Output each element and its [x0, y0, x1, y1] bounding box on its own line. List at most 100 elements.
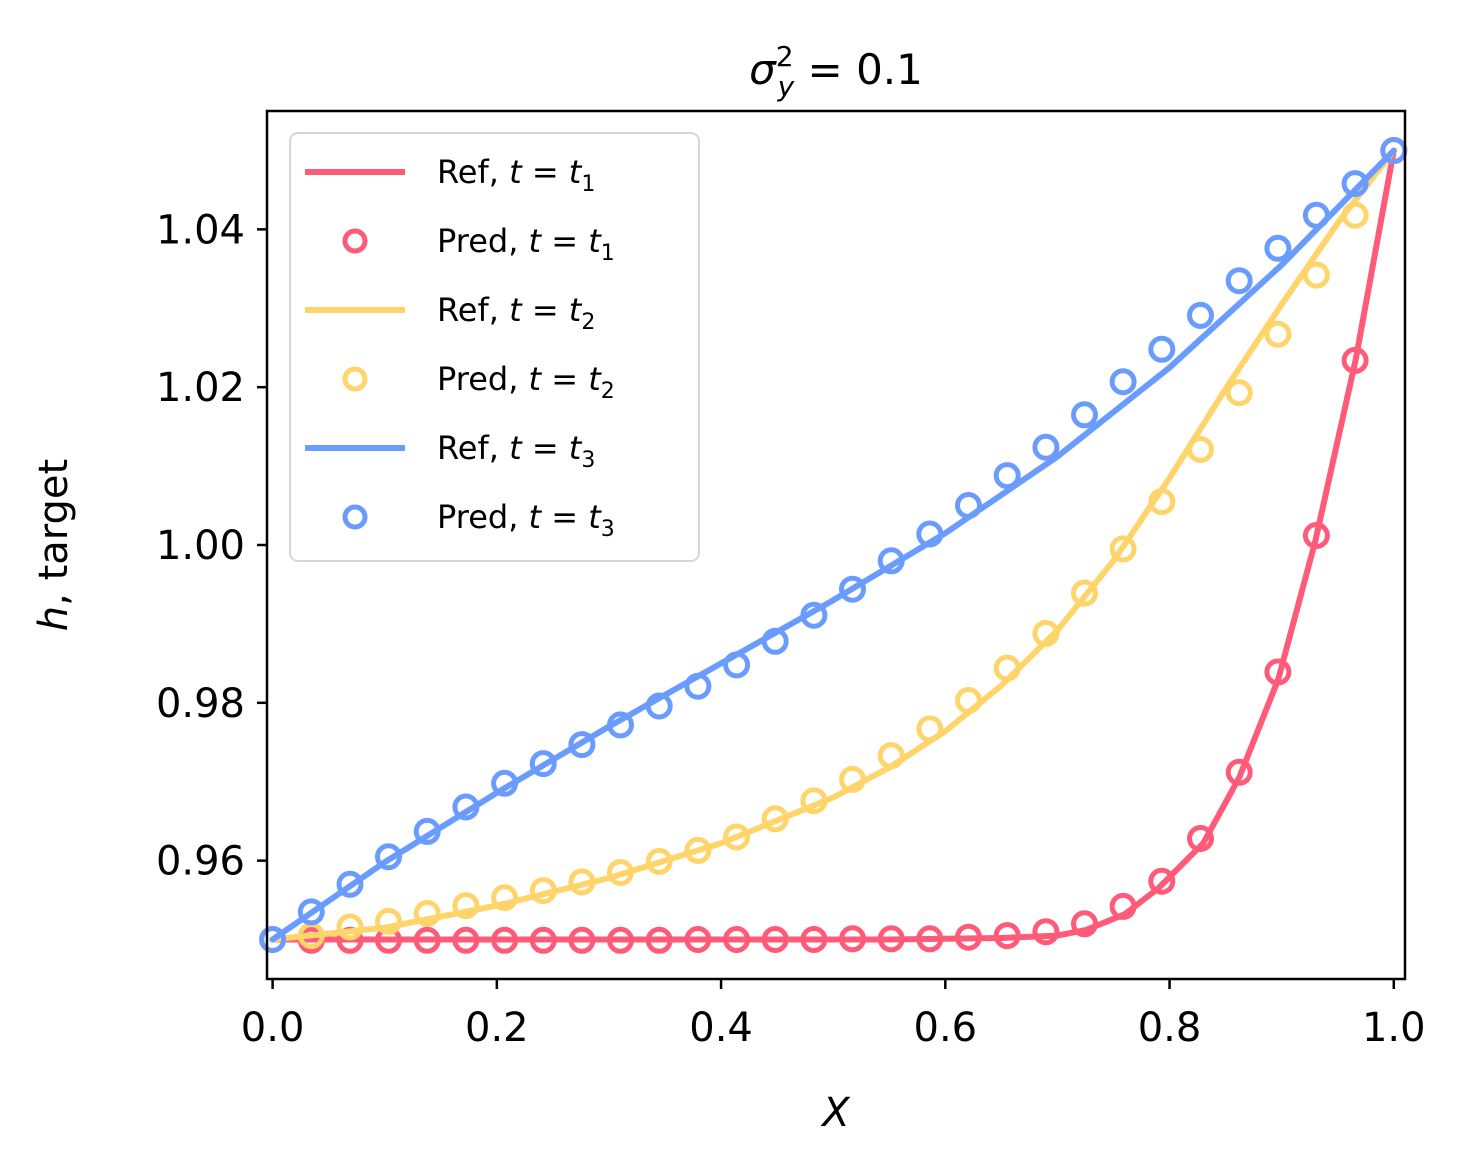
series-marker-6	[568, 731, 596, 759]
series-marker-6	[955, 492, 982, 519]
series-marker-6	[684, 672, 712, 700]
x-tick-label: 1.0	[1362, 1005, 1426, 1051]
x-tick-label: 0.4	[689, 1005, 753, 1051]
x-axis-label: X	[820, 1090, 851, 1136]
series-marker-6	[491, 769, 519, 797]
legend-label: Pred, t = t2	[437, 360, 615, 404]
series-marker-6	[1032, 433, 1060, 461]
x-tick-label: 0.2	[465, 1005, 529, 1051]
series-marker-6	[839, 575, 866, 603]
series-marker-4	[413, 900, 441, 927]
series-marker-4	[1341, 201, 1369, 229]
series-marker-6	[1341, 170, 1369, 198]
series-marker-2	[1109, 892, 1137, 920]
legend-box	[289, 132, 700, 562]
legend-label: Ref, t = t2	[437, 291, 595, 335]
series-marker-4	[1302, 261, 1330, 289]
series-marker-6	[375, 843, 402, 871]
x-tick-label: 0.6	[914, 1005, 978, 1051]
series-marker-2	[1302, 522, 1330, 549]
series-marker-2	[1071, 910, 1098, 938]
legend-marker-swatch	[342, 228, 368, 254]
series-marker-6	[336, 870, 364, 898]
x-tick-label: 0.0	[241, 1005, 305, 1051]
series-marker-6	[1109, 368, 1137, 396]
series-marker-2	[452, 926, 480, 954]
series-marker-4	[993, 654, 1021, 682]
series-marker-6	[645, 692, 673, 720]
series-marker-4	[568, 868, 596, 896]
series-marker-4	[723, 823, 751, 851]
series-marker-6	[1187, 301, 1214, 329]
series-marker-6	[1148, 335, 1176, 363]
series-marker-6	[1071, 401, 1098, 429]
series-marker-2	[491, 926, 519, 954]
series-marker-2	[1341, 346, 1369, 374]
series-marker-2	[645, 926, 673, 954]
series-marker-6	[413, 817, 441, 845]
series-marker-4	[800, 787, 828, 815]
series-marker-4	[1187, 436, 1214, 463]
legend-label: Pred, t = t1	[437, 222, 615, 266]
series-marker-4	[761, 805, 789, 833]
series-marker-6	[1264, 234, 1292, 262]
chart-title: σ2 y = 0.1	[749, 40, 923, 103]
series-marker-4	[684, 836, 712, 864]
series-marker-2	[1187, 825, 1214, 852]
y-axis-ticks: 0.96 0.98 1.00 1.02 1.04	[156, 207, 267, 885]
series-layer	[259, 137, 1408, 954]
series-marker-2	[800, 926, 828, 953]
series-marker-4	[1148, 488, 1176, 516]
series-marker-2	[1264, 658, 1292, 686]
y-tick-label: 0.98	[156, 681, 245, 727]
series-marker-4	[491, 884, 519, 912]
series-marker-4	[1225, 379, 1253, 407]
y-tick-label: 1.02	[156, 365, 245, 411]
series-marker-2	[916, 925, 944, 953]
legend-marker-swatch	[342, 366, 368, 392]
series-marker-6	[452, 793, 480, 821]
legend-marker-swatch	[342, 504, 368, 530]
series-marker-6	[1302, 201, 1330, 229]
series-marker-4	[529, 877, 557, 905]
series-marker-4	[1109, 535, 1137, 563]
x-axis-ticks: 0.0 0.2 0.4 0.6 0.8 1.0	[241, 979, 1426, 1051]
series-marker-6	[761, 627, 789, 655]
y-tick-label: 1.00	[156, 523, 245, 569]
series-marker-2	[761, 926, 789, 953]
series-marker-2	[1032, 918, 1060, 946]
series-marker-4	[1264, 320, 1292, 348]
legend-entries: Ref, t = t1 Pred, t = t1 Ref, t = t2 Pred, …	[305, 153, 615, 542]
series-marker-6	[529, 750, 557, 778]
y-tick-label: 0.96	[156, 839, 245, 885]
series-marker-6	[723, 651, 751, 679]
series-marker-2	[955, 923, 982, 951]
series-marker-6	[297, 898, 325, 926]
series-marker-2	[839, 925, 866, 953]
series-marker-6	[877, 547, 905, 575]
series-marker-2	[413, 926, 441, 954]
series-marker-6	[993, 462, 1021, 490]
legend-label: Ref, t = t3	[437, 429, 595, 473]
series-marker-4	[645, 847, 673, 875]
series-marker-4	[839, 765, 866, 793]
series-marker-4	[1071, 579, 1098, 607]
series-marker-2	[684, 926, 712, 953]
x-tick-label: 0.8	[1138, 1005, 1202, 1051]
legend-label: Ref, t = t1	[437, 153, 595, 197]
series-marker-4	[452, 892, 480, 920]
legend-label: Pred, t = t3	[437, 498, 615, 542]
series-marker-2	[1225, 758, 1253, 786]
series-marker-2	[568, 926, 596, 954]
series-marker-2	[1148, 867, 1176, 895]
series-marker-2	[993, 922, 1021, 950]
series-marker-6	[800, 601, 828, 629]
series-marker-2	[529, 926, 557, 954]
legend: Ref, t = t1 Pred, t = t1 Ref, t = t2 Pred, …	[289, 132, 700, 562]
series-marker-4	[877, 742, 905, 770]
series-marker-4	[1032, 619, 1060, 647]
series-marker-6	[916, 520, 944, 548]
series-marker-4	[607, 859, 634, 886]
